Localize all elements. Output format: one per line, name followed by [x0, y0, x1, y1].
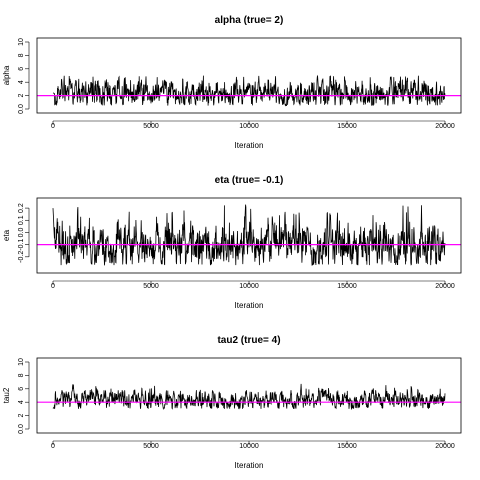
y-axis-label: eta: [2, 229, 11, 241]
y-tick-label: 0.0: [18, 227, 25, 237]
y-tick-label: 6: [18, 67, 25, 71]
chart-title: eta (true= -0.1): [215, 175, 284, 186]
trace-line: [52, 74, 446, 107]
trace-line: [52, 204, 446, 266]
x-tick-label: 10000: [239, 283, 259, 290]
x-tick-label: 15000: [337, 123, 357, 130]
y-tick-label: 0.2: [18, 203, 25, 213]
y-tick-label: 2: [18, 94, 25, 98]
y-tick-label: 8: [18, 373, 25, 377]
y-tick-label: 0.0: [18, 104, 25, 114]
x-tick-label: 15000: [337, 443, 357, 450]
y-tick-label: 8: [18, 53, 25, 57]
y-tick-label: 10: [18, 358, 25, 366]
x-tick-label: 10000: [239, 123, 259, 130]
x-tick-label: 20000: [435, 283, 455, 290]
x-tick-label: 20000: [435, 443, 455, 450]
y-tick-label: 2: [18, 414, 25, 418]
x-axis-label: Iteration: [235, 461, 264, 470]
x-tick-label: 0: [51, 443, 55, 450]
x-tick-label: 0: [51, 123, 55, 130]
x-tick-label: 20000: [435, 123, 455, 130]
y-tick-label: 6: [18, 387, 25, 391]
x-tick-label: 5000: [143, 123, 159, 130]
x-axis-label: Iteration: [235, 141, 264, 150]
x-tick-label: 0: [51, 283, 55, 290]
plot-frame: [36, 357, 462, 434]
x-tick-label: 5000: [143, 283, 159, 290]
y-axis-label: tau2: [2, 387, 11, 403]
y-tick-label: 4: [18, 400, 25, 404]
y-axis-label: alpha: [2, 65, 11, 85]
y-tick-label: -0.1: [18, 238, 25, 250]
x-tick-label: 10000: [239, 443, 259, 450]
y-tick-label: 0.0: [18, 424, 25, 434]
trace-line: [52, 383, 446, 411]
y-tick-label: -0.2: [18, 251, 25, 263]
y-tick-label: 0.1: [18, 215, 25, 225]
x-axis-label: Iteration: [235, 301, 264, 310]
chart-title: tau2 (true= 4): [217, 335, 280, 346]
y-tick-label: 10: [18, 38, 25, 46]
plot-frame: [36, 37, 462, 114]
chart-title: alpha (true= 2): [215, 15, 284, 26]
plot-frame: [36, 197, 462, 274]
y-tick-label: 4: [18, 80, 25, 84]
x-tick-label: 5000: [143, 443, 159, 450]
x-tick-label: 15000: [337, 283, 357, 290]
